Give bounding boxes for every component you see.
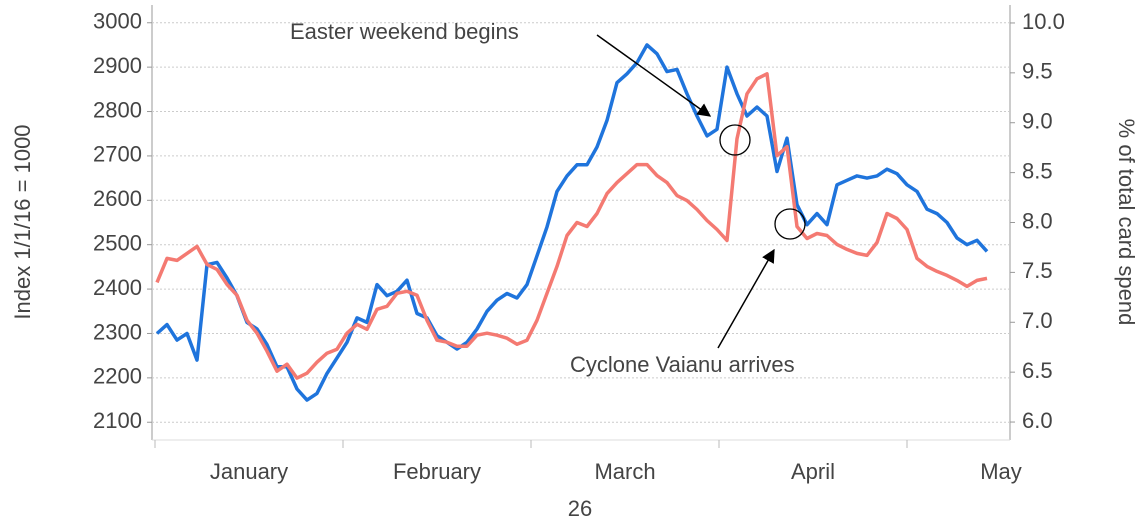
annotation: Easter weekend begins	[290, 19, 519, 44]
y2-tick-label: 8.5	[1022, 158, 1053, 183]
y-axis-label: Index 1/1/16 = 1000	[10, 124, 35, 319]
x-tick-label: May	[980, 459, 1022, 484]
x-tick-label: April	[791, 459, 835, 484]
x-tick-label: February	[393, 459, 481, 484]
annotation-arrow	[717, 248, 775, 349]
y-tick-label: 2400	[93, 275, 142, 300]
annotation-arrow	[596, 34, 712, 117]
y2-tick-label: 10.0	[1022, 9, 1065, 34]
y2-tick-label: 8.0	[1022, 208, 1053, 233]
y-tick-label: 2600	[93, 186, 142, 211]
x-tick-label: January	[210, 459, 288, 484]
annotation: Cyclone Vaianu arrives	[570, 352, 795, 377]
y2-tick-label: 6.5	[1022, 358, 1053, 383]
x-tick-label: March	[594, 459, 655, 484]
annotation-circle	[774, 208, 806, 240]
y2-tick-label: 7.5	[1022, 258, 1053, 283]
y-tick-label: 2200	[93, 364, 142, 389]
y-tick-label: 2800	[93, 97, 142, 122]
y-tick-label: 2500	[93, 231, 142, 256]
y-tick-label: 2100	[93, 408, 142, 433]
y-tick-label: 3000	[93, 9, 142, 34]
y2-tick-label: 9.0	[1022, 109, 1053, 134]
y-tick-label: 2300	[93, 319, 142, 344]
series-line	[155, 72, 988, 380]
annotation-circle	[719, 124, 751, 156]
x-axis-label: 26	[568, 496, 592, 521]
y2-tick-label: 7.0	[1022, 308, 1053, 333]
y2-axis-label: % of total card spend	[1114, 119, 1139, 326]
y2-tick-label: 6.0	[1022, 408, 1053, 433]
y-tick-label: 2900	[93, 53, 142, 78]
y2-tick-label: 9.5	[1022, 59, 1053, 84]
series-line	[155, 43, 989, 402]
y-tick-label: 2700	[93, 142, 142, 167]
